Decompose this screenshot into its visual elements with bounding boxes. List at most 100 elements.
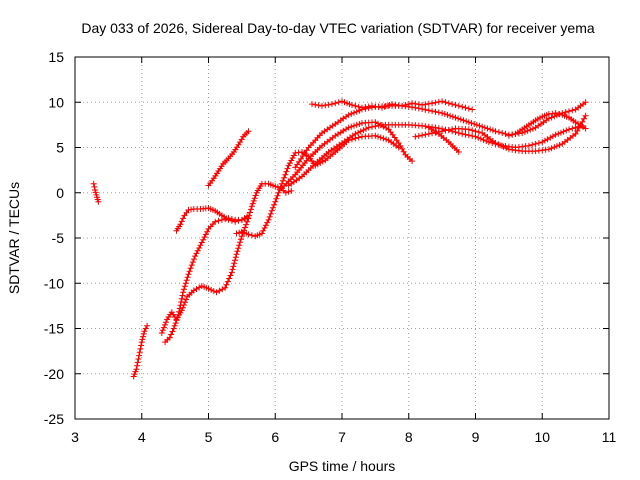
data-point — [286, 160, 293, 167]
data-point — [177, 221, 184, 228]
data-point — [379, 104, 385, 111]
data-point — [233, 230, 240, 237]
data-point — [471, 121, 478, 127]
data-point — [529, 141, 536, 148]
data-point — [455, 149, 462, 155]
data-point — [357, 128, 364, 135]
data-point — [135, 356, 142, 362]
data-point — [231, 260, 238, 267]
data-point — [248, 203, 255, 210]
data-point — [260, 227, 267, 234]
data-point — [395, 102, 402, 109]
data-point — [268, 207, 275, 214]
data-point — [138, 342, 145, 349]
data-point — [441, 111, 448, 117]
y-tick-label: -20 — [44, 366, 64, 382]
data-point — [449, 126, 456, 133]
data-point — [322, 102, 329, 109]
series-arc-9 — [285, 121, 586, 189]
data-point — [183, 277, 190, 284]
data-point — [472, 133, 479, 140]
data-point — [312, 101, 319, 108]
data-point — [372, 132, 379, 139]
data-point — [137, 345, 144, 352]
data-point — [457, 116, 464, 123]
data-point — [465, 126, 472, 133]
data-point — [237, 239, 244, 246]
x-tick-label: 9 — [472, 429, 480, 445]
data-point — [95, 198, 102, 205]
data-point — [273, 195, 280, 202]
data-point — [274, 192, 281, 199]
data-point — [230, 263, 237, 270]
data-point — [392, 101, 399, 108]
data-point — [529, 125, 536, 132]
data-point — [290, 152, 297, 159]
data-point — [463, 118, 470, 125]
data-point — [375, 122, 382, 129]
data-point — [459, 103, 466, 110]
data-point — [158, 330, 165, 336]
data-point — [465, 105, 472, 112]
data-point — [419, 102, 426, 108]
data-point — [193, 286, 200, 292]
x-tick-label: 10 — [534, 429, 550, 445]
data-point — [192, 253, 199, 260]
data-point — [449, 101, 456, 108]
data-point — [335, 99, 342, 106]
data-point — [144, 322, 151, 329]
data-series — [90, 98, 589, 380]
data-point — [325, 101, 332, 108]
data-point — [249, 200, 256, 207]
data-point — [187, 265, 194, 272]
data-point — [238, 136, 245, 143]
data-point — [210, 288, 217, 295]
data-point — [243, 221, 250, 228]
data-point — [315, 102, 322, 109]
grid — [75, 57, 609, 419]
data-point — [442, 99, 449, 106]
data-point — [222, 284, 229, 291]
data-point — [283, 168, 290, 175]
data-point — [475, 129, 482, 136]
data-point — [198, 239, 205, 246]
data-point — [468, 120, 475, 127]
y-axis-label: SDTVAR / TECUs — [6, 182, 22, 294]
data-point — [460, 117, 467, 124]
data-point — [194, 247, 201, 254]
x-tick-label: 5 — [205, 429, 213, 445]
data-point — [415, 101, 422, 108]
data-point — [449, 113, 456, 120]
data-point — [383, 125, 390, 131]
data-point — [555, 111, 562, 117]
data-point — [455, 102, 462, 109]
data-point — [215, 217, 222, 224]
data-point — [134, 359, 141, 366]
data-point — [201, 234, 208, 241]
data-point — [159, 327, 166, 334]
data-point — [556, 142, 563, 148]
data-point — [402, 102, 409, 108]
data-point — [200, 236, 207, 243]
data-point — [216, 287, 223, 294]
data-point — [422, 101, 429, 108]
data-point — [562, 109, 569, 116]
data-point — [497, 142, 504, 149]
data-point — [282, 189, 289, 196]
data-point — [212, 218, 219, 225]
data-point — [495, 129, 502, 136]
data-point — [170, 325, 177, 332]
data-point — [429, 108, 436, 115]
data-point — [179, 292, 186, 299]
data-point — [208, 286, 215, 293]
data-point — [432, 99, 439, 106]
x-tick-label: 11 — [602, 429, 617, 445]
data-point — [219, 286, 226, 293]
data-point — [566, 126, 572, 133]
data-point — [205, 285, 212, 292]
series-arc-4 — [162, 215, 252, 346]
data-point — [186, 268, 193, 275]
data-point — [557, 129, 564, 136]
data-point — [579, 118, 586, 125]
data-point — [445, 100, 452, 107]
